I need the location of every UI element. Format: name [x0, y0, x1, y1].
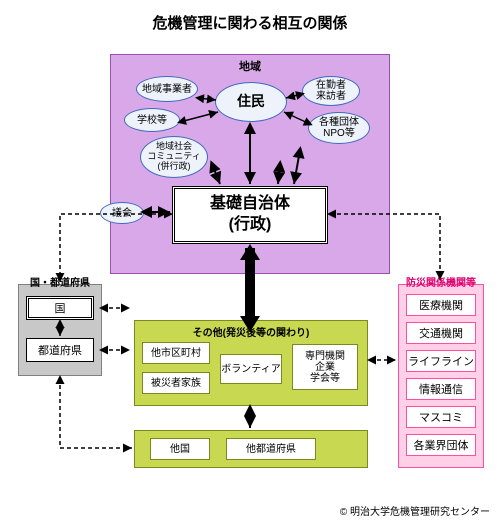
- diagram-title: 危機管理に関わる相互の関係: [0, 12, 500, 33]
- box-joho: 情報通信: [406, 378, 476, 400]
- box-kakugyo: 各業界団体: [406, 434, 476, 456]
- bubble-gikai: 議会: [100, 202, 144, 224]
- region-kuni-label: 国・都道府県: [18, 274, 102, 289]
- bubble-community: 地域社会 コミュニティ (併行政): [140, 136, 208, 178]
- copyright: © 明治大学危機管理研究センター: [340, 503, 490, 518]
- box-volunteer: ボランティア: [220, 354, 282, 384]
- region-sonota-label: その他(発災後等の関わり): [134, 324, 368, 339]
- region-chiiki-label: 地域: [110, 58, 390, 74]
- box-lifeline: ライフライン: [406, 350, 476, 372]
- box-masukomi: マスコミ: [406, 406, 476, 428]
- bubble-zaikin: 在勤者 来訪者: [302, 76, 360, 106]
- bubble-jigyousha: 地域事業者: [136, 76, 198, 102]
- bubble-dantai: 各種団体 NPO等: [308, 112, 370, 144]
- box-tatodofuken: 他都道府県: [226, 438, 316, 460]
- box-tashiku: 他市区町村: [142, 342, 210, 364]
- box-kotsu: 交通機関: [406, 322, 476, 344]
- bubble-gakkou: 学校等: [124, 108, 180, 132]
- box-iryo: 医療機関: [406, 294, 476, 316]
- main-jichitai: 基礎自治体 (行政): [172, 186, 328, 244]
- box-senmon: 専門機関 企業 学会等: [292, 344, 358, 390]
- box-takoku: 他国: [150, 438, 210, 460]
- box-hisaisha: 被災者家族: [142, 372, 210, 394]
- box-kuni: 国: [26, 296, 94, 320]
- region-bousai-label: 防災関係機関等: [398, 274, 484, 289]
- bubble-jumin: 住民: [215, 82, 287, 122]
- box-todofuken: 都道府県: [26, 338, 94, 362]
